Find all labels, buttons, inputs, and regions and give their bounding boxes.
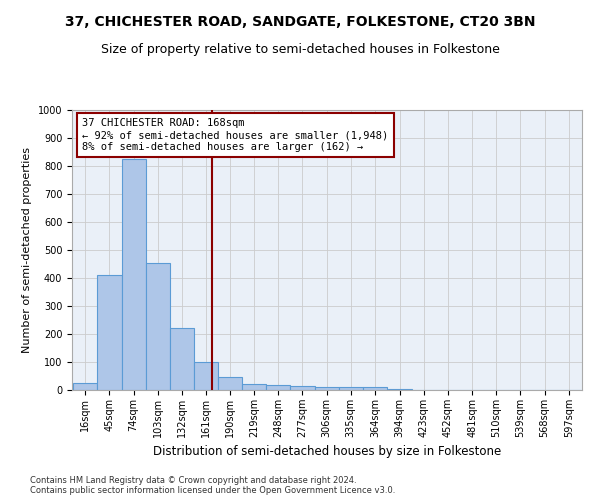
- Bar: [146, 262, 170, 390]
- Bar: [73, 383, 97, 390]
- X-axis label: Distribution of semi-detached houses by size in Folkestone: Distribution of semi-detached houses by …: [153, 446, 501, 458]
- Bar: [242, 384, 266, 390]
- Bar: [122, 159, 146, 390]
- Bar: [266, 385, 290, 390]
- Bar: [290, 386, 314, 390]
- Text: Contains HM Land Registry data © Crown copyright and database right 2024.
Contai: Contains HM Land Registry data © Crown c…: [30, 476, 395, 495]
- Bar: [338, 387, 363, 390]
- Bar: [194, 362, 218, 390]
- Bar: [314, 387, 338, 390]
- Text: 37 CHICHESTER ROAD: 168sqm
← 92% of semi-detached houses are smaller (1,948)
8% : 37 CHICHESTER ROAD: 168sqm ← 92% of semi…: [82, 118, 388, 152]
- Bar: [170, 328, 194, 390]
- Y-axis label: Number of semi-detached properties: Number of semi-detached properties: [22, 147, 32, 353]
- Bar: [388, 388, 412, 390]
- Bar: [363, 387, 387, 390]
- Bar: [97, 275, 122, 390]
- Bar: [218, 376, 242, 390]
- Text: 37, CHICHESTER ROAD, SANDGATE, FOLKESTONE, CT20 3BN: 37, CHICHESTER ROAD, SANDGATE, FOLKESTON…: [65, 15, 535, 29]
- Text: Size of property relative to semi-detached houses in Folkestone: Size of property relative to semi-detach…: [101, 42, 499, 56]
